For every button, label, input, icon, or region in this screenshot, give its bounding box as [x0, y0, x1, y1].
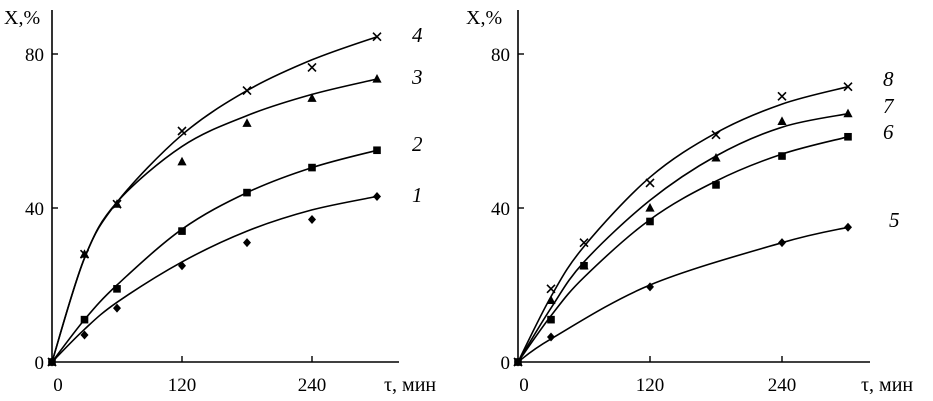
- series-4-label: 4: [412, 23, 423, 47]
- series-7-point: [843, 108, 853, 118]
- chart-panel-2: 0 40 80 0 120 240 X,% τ, мин 5 67 8: [466, 7, 913, 396]
- series-2-point: [308, 163, 316, 172]
- series-2-point: [243, 188, 251, 197]
- x-tick-label: 120: [168, 375, 197, 396]
- series-6-point: [646, 217, 654, 226]
- series-5-point: [646, 282, 654, 292]
- y-tick-label: 80: [491, 45, 510, 66]
- series-8-point: [645, 178, 655, 188]
- series-8-point: [513, 357, 523, 367]
- y-tick-label: 40: [25, 199, 44, 220]
- series-7-point: [645, 203, 655, 212]
- series-4-point: [307, 62, 317, 73]
- series-4-point: [242, 86, 252, 96]
- series-1-point: [373, 191, 381, 201]
- series-8: 8: [513, 67, 894, 367]
- series-8-point: [546, 284, 556, 294]
- series-1-point: [80, 330, 89, 340]
- series-6-point: [547, 315, 555, 324]
- series-8-fit-curve: [517, 85, 849, 363]
- series-6-point: [844, 132, 852, 141]
- series-3-fit-curve: [51, 78, 378, 363]
- series-7-point: [777, 116, 787, 125]
- series-5-label: 5: [889, 208, 900, 232]
- series-7-fit-curve: [517, 112, 849, 363]
- x-tick-label: 240: [298, 375, 327, 396]
- series-8-point: [711, 130, 721, 140]
- series-2-point: [113, 285, 121, 293]
- y-axis-label: X,%: [466, 7, 502, 29]
- series-7-point: [579, 260, 589, 270]
- series-6-point: [712, 181, 720, 189]
- series-4-point: [112, 199, 122, 209]
- series-4-point: [372, 32, 382, 42]
- x-tick-label: 0: [519, 375, 529, 396]
- series-2-point: [178, 227, 186, 235]
- series-2-point: [80, 315, 89, 324]
- series-4-point: [177, 126, 187, 136]
- x-axis-label: τ, мин: [861, 374, 913, 396]
- x-tick-label: 120: [636, 375, 665, 396]
- series-5-point: [844, 222, 852, 232]
- series-3-label: 3: [411, 65, 423, 89]
- series-1-point: [178, 261, 186, 271]
- series-1: 1: [48, 183, 423, 367]
- series-5-point: [547, 332, 555, 342]
- x-tick-label: 240: [768, 375, 797, 396]
- series-1-point: [308, 215, 316, 225]
- series-1-point: [243, 238, 251, 248]
- series-8-point: [843, 82, 853, 92]
- series-8-label: 8: [883, 67, 894, 91]
- series-2-point: [373, 146, 381, 155]
- series-3: 3: [47, 65, 423, 366]
- x-axis-label: τ, мин: [384, 374, 436, 396]
- series-3-point: [307, 93, 317, 102]
- series-3-point: [177, 156, 187, 166]
- series-2-label: 2: [412, 132, 423, 156]
- y-tick-label: 40: [491, 199, 510, 220]
- series-6-label: 6: [883, 120, 894, 144]
- series-7-point: [711, 152, 721, 162]
- series-1-fit-curve: [51, 195, 378, 363]
- series-7: 7: [513, 94, 895, 366]
- series-4: 4: [47, 23, 423, 367]
- y-tick-label: 80: [25, 45, 44, 66]
- series-2: 2: [48, 132, 423, 366]
- x-tick-label: 0: [53, 375, 63, 396]
- series-7-label: 7: [883, 94, 895, 118]
- series-5: 5: [514, 208, 900, 367]
- series-6-point: [778, 152, 786, 160]
- series-3-point: [242, 118, 252, 127]
- series-5-point: [778, 238, 786, 248]
- series-4-point: [47, 357, 57, 367]
- series-8-point: [579, 238, 589, 248]
- series-6: 6: [514, 120, 894, 366]
- series-1-label: 1: [412, 183, 423, 207]
- series-4-point: [79, 249, 90, 259]
- chart-panel-1: 0 40 80 0 120 240 X,% τ, мин 1 2 3 4: [4, 7, 436, 396]
- series-2-fit-curve: [51, 149, 378, 363]
- series-1-point: [113, 303, 121, 313]
- y-tick-label: 0: [501, 353, 511, 374]
- y-axis-label: X,%: [4, 7, 40, 29]
- series-3-point: [372, 74, 382, 83]
- series-8-point: [777, 91, 787, 101]
- series-4-fit-curve: [51, 35, 378, 363]
- y-tick-label: 0: [35, 353, 45, 374]
